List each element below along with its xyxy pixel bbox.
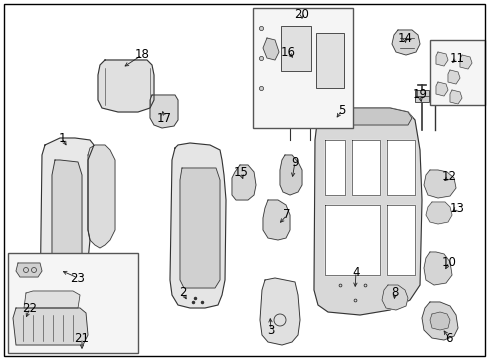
Polygon shape (435, 52, 447, 66)
Polygon shape (325, 140, 345, 195)
Text: 4: 4 (351, 266, 359, 279)
Bar (281, 26, 310, 71)
Text: 3: 3 (267, 324, 274, 337)
Text: 5: 5 (338, 104, 345, 117)
Text: 22: 22 (22, 302, 38, 315)
Text: 14: 14 (397, 31, 412, 45)
Text: 12: 12 (441, 171, 456, 184)
Text: 20: 20 (294, 8, 309, 21)
Bar (252, 8, 352, 128)
Text: 16: 16 (280, 45, 295, 58)
Polygon shape (271, 55, 327, 107)
Text: 9: 9 (291, 156, 298, 168)
Polygon shape (263, 38, 279, 60)
Bar (315, 33, 343, 88)
Polygon shape (447, 70, 459, 84)
Polygon shape (386, 205, 414, 275)
Text: 19: 19 (412, 89, 427, 102)
Polygon shape (260, 278, 299, 345)
Polygon shape (150, 95, 178, 128)
Polygon shape (421, 302, 457, 340)
Text: 2: 2 (179, 287, 186, 300)
Text: 21: 21 (74, 332, 89, 345)
Polygon shape (423, 252, 451, 285)
Polygon shape (13, 308, 88, 345)
Text: 10: 10 (441, 256, 455, 269)
Polygon shape (386, 140, 414, 195)
Polygon shape (313, 108, 421, 315)
Polygon shape (263, 200, 289, 240)
Polygon shape (98, 60, 154, 112)
Polygon shape (16, 263, 42, 277)
Text: 18: 18 (134, 49, 149, 62)
Text: 17: 17 (156, 112, 171, 125)
Text: 7: 7 (283, 208, 290, 221)
Polygon shape (180, 168, 220, 288)
Text: 15: 15 (233, 166, 248, 180)
Polygon shape (280, 155, 302, 195)
Polygon shape (40, 138, 94, 325)
Polygon shape (429, 312, 449, 330)
Polygon shape (459, 55, 471, 69)
Polygon shape (391, 30, 419, 55)
Polygon shape (231, 165, 256, 200)
Bar (429, 40, 484, 105)
Text: 23: 23 (70, 271, 85, 284)
Polygon shape (52, 160, 82, 308)
Bar (414, 90, 428, 102)
Polygon shape (425, 202, 451, 224)
Polygon shape (449, 90, 461, 104)
Polygon shape (423, 170, 455, 198)
Polygon shape (170, 143, 225, 308)
Text: 13: 13 (448, 202, 464, 215)
Polygon shape (88, 145, 115, 248)
Polygon shape (24, 291, 80, 308)
Polygon shape (325, 205, 379, 275)
Polygon shape (381, 285, 407, 310)
Polygon shape (315, 108, 411, 125)
Text: 11: 11 (448, 51, 464, 64)
Bar (8, 253, 138, 353)
Polygon shape (435, 82, 447, 96)
Polygon shape (351, 140, 379, 195)
Text: 6: 6 (445, 332, 452, 345)
Text: 1: 1 (58, 131, 65, 144)
Text: 8: 8 (390, 287, 398, 300)
